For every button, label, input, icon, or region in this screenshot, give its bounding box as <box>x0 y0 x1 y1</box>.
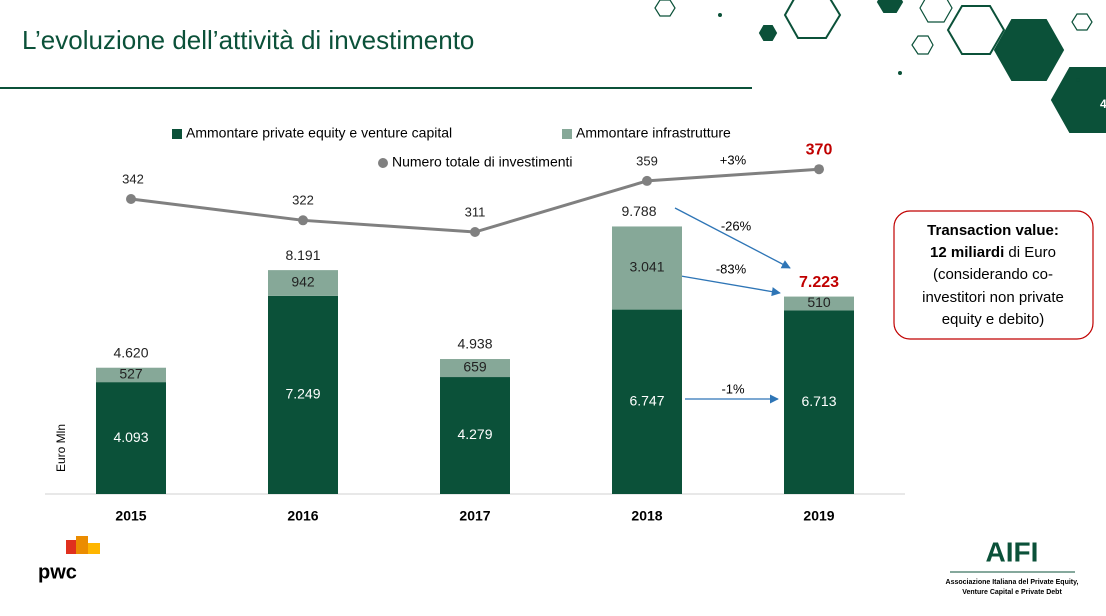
value-label: 4.279 <box>457 426 492 442</box>
total-label: 8.191 <box>285 247 320 263</box>
bar-segment <box>784 310 854 494</box>
line-point <box>642 175 652 186</box>
legend-label: Ammontare infrastrutture <box>576 125 731 141</box>
pwc-logo: pwc <box>38 536 100 583</box>
line-point <box>814 164 824 175</box>
total-label: 4.938 <box>457 336 492 352</box>
line-point <box>126 194 136 205</box>
value-label: 6.713 <box>801 393 836 409</box>
annotation: +3% <box>720 152 747 167</box>
legend-swatch <box>172 129 182 139</box>
value-label: 3.041 <box>629 259 664 275</box>
value-label: 942 <box>291 274 315 290</box>
total-label: 7.223 <box>799 274 839 291</box>
bar-segment <box>96 382 166 494</box>
bar-segment <box>96 367 166 383</box>
callout-rest: di Euro <box>1004 244 1056 261</box>
legend-label: Numero totale di investimenti <box>392 154 573 170</box>
total-label: 4.620 <box>113 344 148 360</box>
line <box>130 167 820 234</box>
callout-bold: 12 miliardi <box>930 244 1004 261</box>
value-label: 510 <box>807 294 831 310</box>
bar-segment <box>440 377 510 494</box>
bar-segment <box>612 226 682 310</box>
y-axis-label: Euro Mln <box>54 424 68 472</box>
value-label: 7.249 <box>285 386 320 402</box>
slide-title: L’evoluzione dell’attività di investimen… <box>22 25 474 55</box>
pwc-text: pwc <box>38 561 77 583</box>
callout-text: equity e debito) <box>942 311 1045 328</box>
line-point <box>470 227 480 238</box>
annotation: -1% <box>721 381 745 396</box>
x-tick-label: 2015 <box>115 508 146 524</box>
callout-text: 12 miliardi di Euro <box>930 244 1056 261</box>
value-label: 527 <box>119 366 143 382</box>
line-label: 322 <box>292 193 314 208</box>
page-number: 4 <box>1100 97 1106 111</box>
aifi-text: AIFI <box>986 536 1039 567</box>
x-tick-label: 2017 <box>459 508 490 524</box>
legend-swatch <box>378 158 388 168</box>
annotation: -83% <box>716 261 747 276</box>
callout-text: (considerando co- <box>933 266 1053 283</box>
value-label: 659 <box>463 359 487 375</box>
line-label: 370 <box>806 141 833 158</box>
callout-box <box>893 210 1094 340</box>
x-tick-label: 2019 <box>803 508 834 524</box>
arrow <box>674 207 791 269</box>
bar-segment <box>268 270 338 296</box>
legend-swatch <box>562 129 572 139</box>
aifi-subtitle: Associazione Italiana del Private Equity… <box>946 579 1079 586</box>
total-label: 9.788 <box>621 203 656 219</box>
line-label: 359 <box>636 153 658 168</box>
callout-text: investitori non private <box>922 289 1064 306</box>
x-tick-label: 2016 <box>287 508 318 524</box>
line-point <box>298 215 308 226</box>
arrow <box>674 274 781 297</box>
bar-segment <box>268 295 338 494</box>
aifi-subtitle: Venture Capital e Private Debt <box>962 589 1062 596</box>
annotation: -26% <box>721 218 752 233</box>
value-label: 4.093 <box>113 429 148 445</box>
bar-segment <box>440 359 510 378</box>
line-label: 342 <box>122 171 144 186</box>
value-label: 6.747 <box>629 392 664 408</box>
decoration <box>654 0 1106 133</box>
legend-label: Ammontare private equity e venture capit… <box>186 125 452 141</box>
bar-segment <box>612 309 682 494</box>
bar-segment <box>784 296 854 311</box>
x-tick-label: 2018 <box>631 508 662 524</box>
line-label: 311 <box>465 204 486 219</box>
callout-text: Transaction value: <box>927 222 1059 239</box>
